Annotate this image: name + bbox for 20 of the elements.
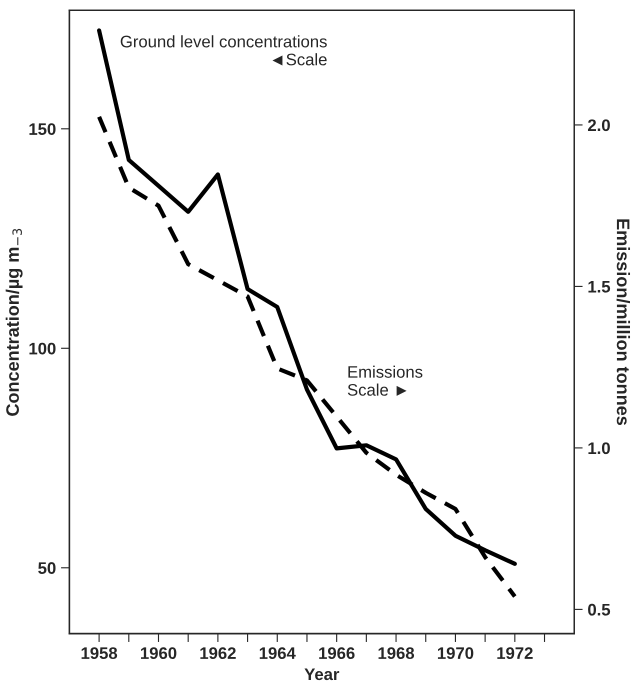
y2-tick-label: 2.0 — [588, 119, 610, 132]
y2-tick-label: 0.5 — [588, 604, 610, 616]
x-tick-label: 1960 — [141, 647, 176, 660]
y-tick-label: 150 — [29, 123, 56, 135]
x-tick-label: 1966 — [319, 647, 355, 660]
y2-tick-label: 1.0 — [588, 442, 610, 454]
y-axis-title: Concentration/µg m$_{−3}$ — [6, 228, 23, 416]
y-tick-label: 100 — [29, 342, 56, 354]
annotation: Emissions Scale ► — [348, 366, 422, 396]
x-tick-label: 1972 — [497, 647, 533, 660]
y-tick-label: 50 — [38, 562, 56, 574]
x-tick-label: 1962 — [200, 647, 236, 660]
y2-axis-title: Emission/million tonnes — [616, 219, 630, 426]
annotation: Ground level concentrations ◄Scale — [120, 35, 327, 66]
x-tick-label: 1964 — [260, 647, 296, 660]
x-tick-label: 1968 — [378, 647, 414, 660]
x-axis-title: Year — [304, 668, 340, 680]
y2-tick-label: 1.5 — [588, 280, 610, 293]
x-tick-label: 1970 — [438, 647, 474, 660]
x-tick-label: 1958 — [82, 647, 118, 660]
